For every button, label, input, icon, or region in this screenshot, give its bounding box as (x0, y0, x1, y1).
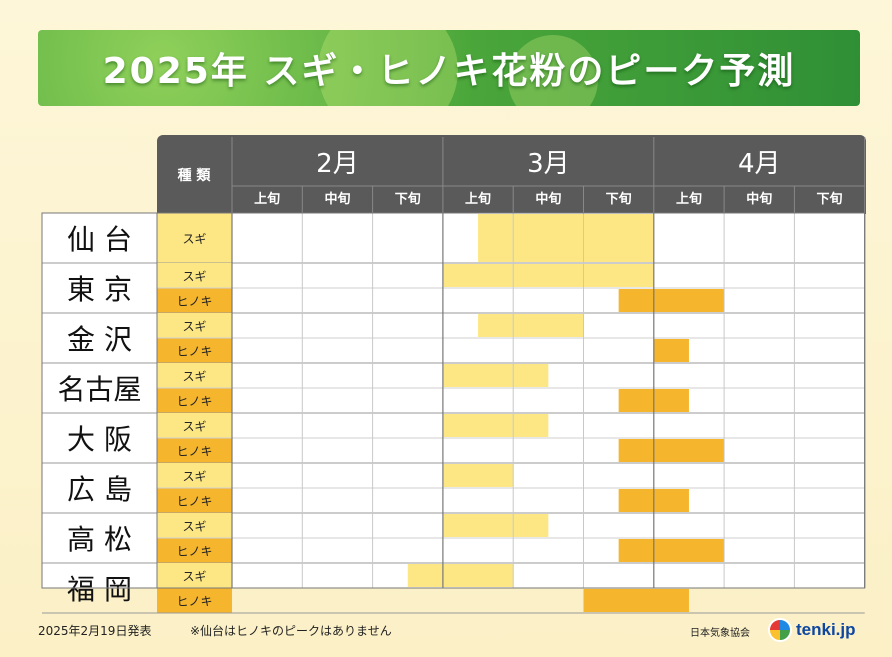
hinoki-label: ヒノキ (176, 545, 212, 559)
city-name: 広 島 (67, 473, 132, 506)
period-label: 上旬 (676, 191, 702, 207)
sugi-label: スギ (182, 570, 206, 584)
type-label-cell (157, 463, 232, 488)
month-label: 2月 (316, 149, 359, 179)
sugi-label: スギ (182, 270, 206, 284)
page-title: 2025年 スギ・ヒノキ花粉のピーク予測 (102, 51, 796, 92)
city-name: 金 沢 (67, 323, 132, 356)
period-label: 上旬 (465, 191, 491, 207)
sugi-peak-bar (442, 264, 654, 287)
month-label: 4月 (738, 149, 781, 179)
hinoki-label: ヒノキ (176, 295, 212, 309)
sugi-peak-bar (442, 364, 549, 387)
type-label-cell (157, 413, 232, 438)
sugi-peak-bar (442, 414, 549, 437)
sugi-label: スギ (182, 470, 206, 484)
period-label: 中旬 (746, 191, 772, 207)
hinoki-peak-bar (583, 589, 689, 612)
tenki-logo: tenki.jp (768, 618, 856, 642)
hinoki-peak-bar (618, 539, 725, 562)
tenki-logo-icon (768, 618, 792, 642)
period-label: 下旬 (817, 191, 843, 207)
city-name: 仙 台 (67, 223, 132, 256)
sugi-peak-bar (407, 564, 514, 587)
type-label-cell (157, 388, 232, 413)
sugi-label: スギ (182, 420, 206, 434)
city-name: 福 岡 (67, 573, 132, 606)
month-label: 3月 (527, 149, 570, 179)
type-label-cell (157, 363, 232, 388)
title-banner: 2025年 スギ・ヒノキ花粉のピーク予測 (38, 30, 860, 106)
tenki-logo-text: tenki.jp (796, 620, 856, 639)
hinoki-label: ヒノキ (176, 445, 212, 459)
city-name: 大 阪 (67, 423, 132, 456)
hinoki-peak-bar (618, 289, 725, 312)
sugi-peak-bar (478, 214, 654, 262)
type-label-cell (157, 288, 232, 313)
hinoki-label: ヒノキ (176, 395, 212, 409)
hinoki-peak-bar (653, 339, 689, 362)
type-label-cell (157, 563, 232, 588)
sugi-label: スギ (182, 370, 206, 384)
hinoki-label: ヒノキ (176, 345, 212, 359)
period-label: 下旬 (606, 191, 632, 207)
footnote: ※仙台はヒノキのピークはありません (190, 624, 392, 638)
sugi-label: スギ (182, 232, 206, 246)
type-label-cell (157, 438, 232, 463)
type-label-cell (157, 538, 232, 563)
period-label: 中旬 (535, 191, 561, 207)
city-name: 名古屋 (57, 373, 141, 406)
type-label-cell (157, 513, 232, 538)
hinoki-peak-bar (618, 439, 725, 462)
table-header-background (157, 135, 866, 214)
period-label: 中旬 (324, 191, 350, 207)
sugi-peak-bar (442, 514, 549, 537)
period-label: 下旬 (395, 191, 421, 207)
type-label-cell (157, 263, 232, 288)
city-name: 東 京 (67, 273, 132, 306)
sugi-label: スギ (182, 320, 206, 334)
organization-name: 日本気象協会 (690, 628, 750, 639)
type-header: 種 類 (178, 167, 212, 184)
type-label-cell (157, 338, 232, 363)
type-label-cell (157, 588, 232, 613)
period-label: 上旬 (254, 191, 280, 207)
type-label-cell (157, 213, 232, 263)
table-border (41, 212, 866, 589)
sugi-label: スギ (182, 520, 206, 534)
hinoki-label: ヒノキ (176, 495, 212, 509)
sugi-peak-bar (478, 314, 584, 337)
type-label-cell (157, 488, 232, 513)
type-label-cell (157, 313, 232, 338)
city-name: 高 松 (67, 523, 132, 556)
city-column-background (42, 213, 157, 588)
hinoki-label: ヒノキ (176, 595, 212, 609)
sugi-peak-bar (442, 464, 514, 487)
announcement-date: 2025年2月19日発表 (38, 624, 152, 638)
